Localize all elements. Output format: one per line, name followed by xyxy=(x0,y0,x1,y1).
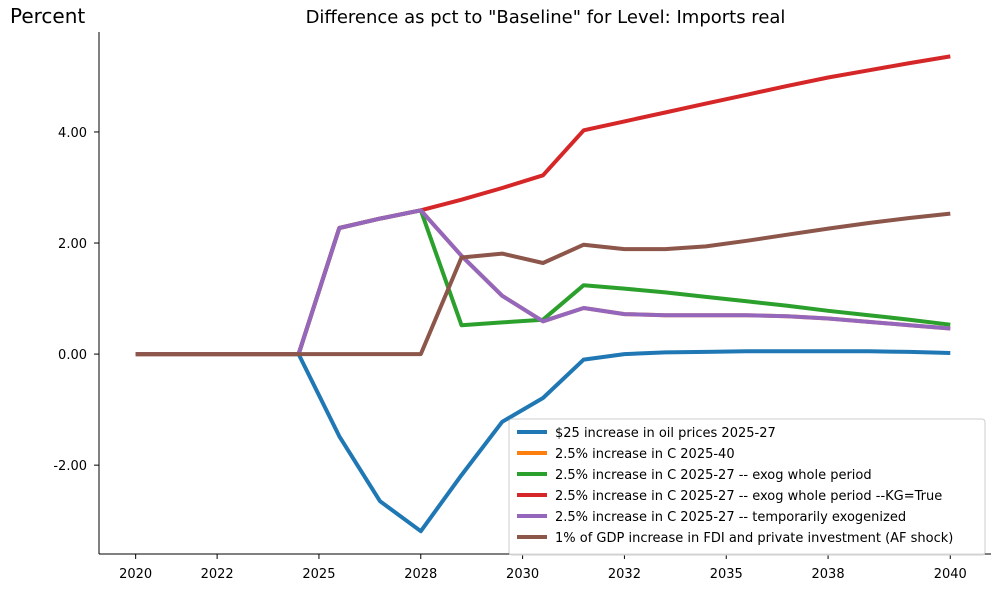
x-tick-label: 2020 xyxy=(119,567,152,582)
legend-label: 2.5% increase in C 2025-27 -- temporaril… xyxy=(555,510,906,525)
legend-label: 2.5% increase in C 2025-27 -- exog whole… xyxy=(555,468,872,483)
y-tick-label: 2.00 xyxy=(58,237,87,252)
chart-title: Difference as pct to "Baseline" for Leve… xyxy=(305,7,786,28)
x-tick-label: 2038 xyxy=(812,567,845,582)
legend-label: 2.5% increase in C 2025-27 -- exog whole… xyxy=(555,489,942,504)
legend-box xyxy=(508,418,986,556)
x-tick-label: 2030 xyxy=(506,567,539,582)
y-axis-label: Percent xyxy=(10,4,86,28)
series-line-6 xyxy=(135,211,951,357)
legend-label: $25 increase in oil prices 2025-27 xyxy=(555,426,776,441)
x-tick-label: 2035 xyxy=(710,567,743,582)
x-tick-label: 2022 xyxy=(201,567,234,582)
y-tick-label: 0.00 xyxy=(58,348,87,363)
series-line-2 xyxy=(135,208,951,357)
y-tick-label: -2.00 xyxy=(53,459,87,474)
y-tick-label: 4.00 xyxy=(58,126,87,141)
x-tick-label: 2040 xyxy=(934,567,967,582)
series-line-5 xyxy=(135,208,951,357)
legend-label: 2.5% increase in C 2025-40 xyxy=(555,447,735,462)
legend-label: 1% of GDP increase in FDI and private in… xyxy=(555,531,953,546)
x-tick-label: 2028 xyxy=(404,567,437,582)
x-tick-label: 2032 xyxy=(608,567,641,582)
series-line-3 xyxy=(135,208,951,357)
x-tick-label: 2025 xyxy=(302,567,335,582)
